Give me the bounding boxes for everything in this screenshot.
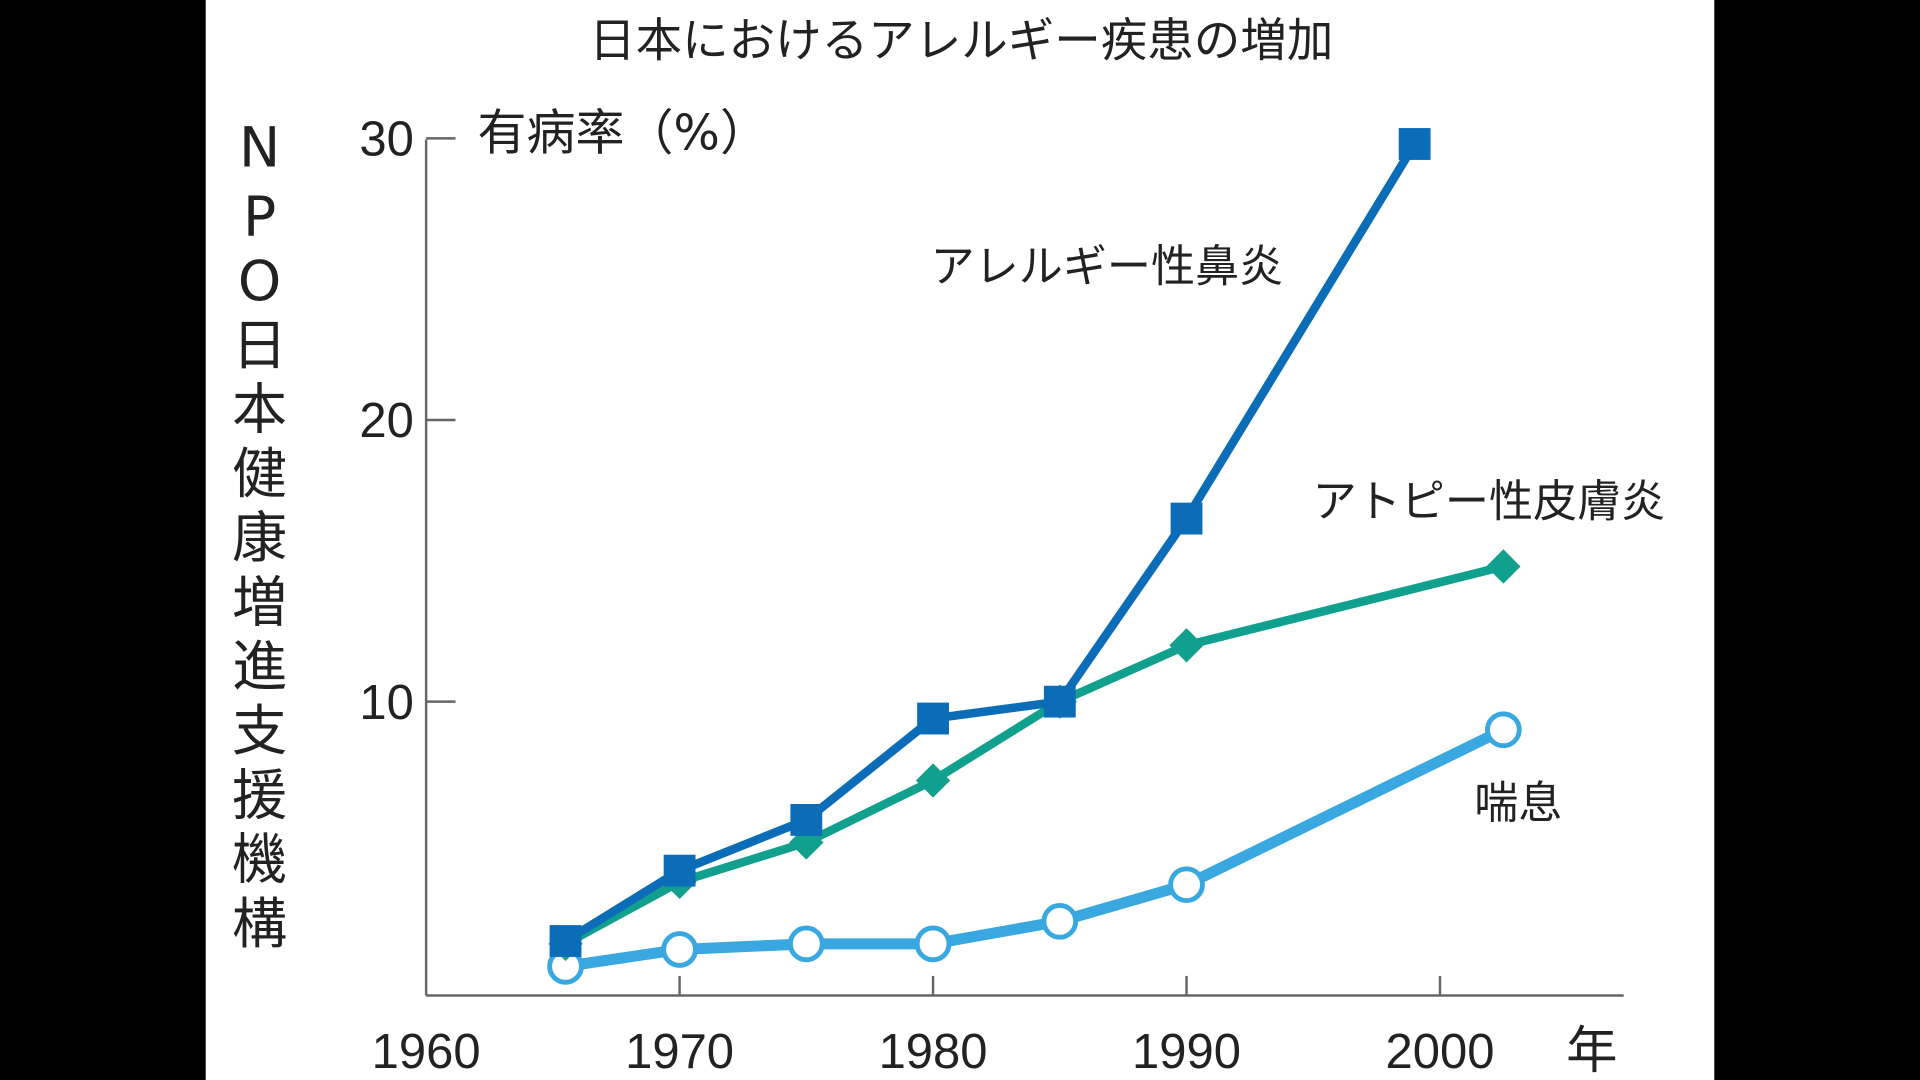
x-tick-label: 1960: [372, 1025, 481, 1079]
series-label-rhinitis: アレルギー性鼻炎: [931, 242, 1284, 293]
data-point-square: [1170, 502, 1203, 535]
data-point-diamond: [915, 763, 951, 798]
y-tick-label: 20: [359, 394, 413, 448]
data-point-circle: [1168, 866, 1205, 904]
data-point-circle: [787, 925, 825, 963]
x-axis-label: 年: [1566, 1021, 1617, 1080]
data-point-square: [1043, 685, 1076, 718]
y-axis-label: 有病率（%）: [478, 104, 769, 161]
chart-panel: [205, 0, 1715, 1080]
data-point-circle: [1041, 902, 1079, 940]
x-tick-label: 1970: [625, 1025, 734, 1079]
data-point-circle: [661, 931, 698, 968]
source-label: N P O 日本健康増進支援機構: [232, 116, 290, 956]
data-point-diamond: [1169, 628, 1204, 663]
series-2: [547, 711, 1522, 985]
data-point-square: [790, 804, 823, 836]
data-point-square: [1398, 128, 1431, 160]
data-point-circle: [1485, 711, 1522, 749]
data-point-square: [663, 854, 696, 887]
data-point-circle: [914, 925, 952, 963]
y-tick-label: 10: [359, 676, 413, 730]
data-point-square: [917, 702, 949, 735]
data-point-square: [549, 925, 582, 957]
series-0: [549, 128, 1431, 957]
x-tick-label: 2000: [1386, 1025, 1495, 1079]
series-label-atopic: アトピー性皮膚炎: [1313, 477, 1666, 528]
x-tick-label: 1980: [879, 1025, 988, 1079]
chart-title: 日本におけるアレルギー疾患の増加: [589, 13, 1333, 67]
x-tick-label: 1990: [1132, 1025, 1241, 1079]
y-tick-label: 30: [359, 113, 413, 167]
series-label-asthma: 喘息: [1474, 778, 1562, 829]
